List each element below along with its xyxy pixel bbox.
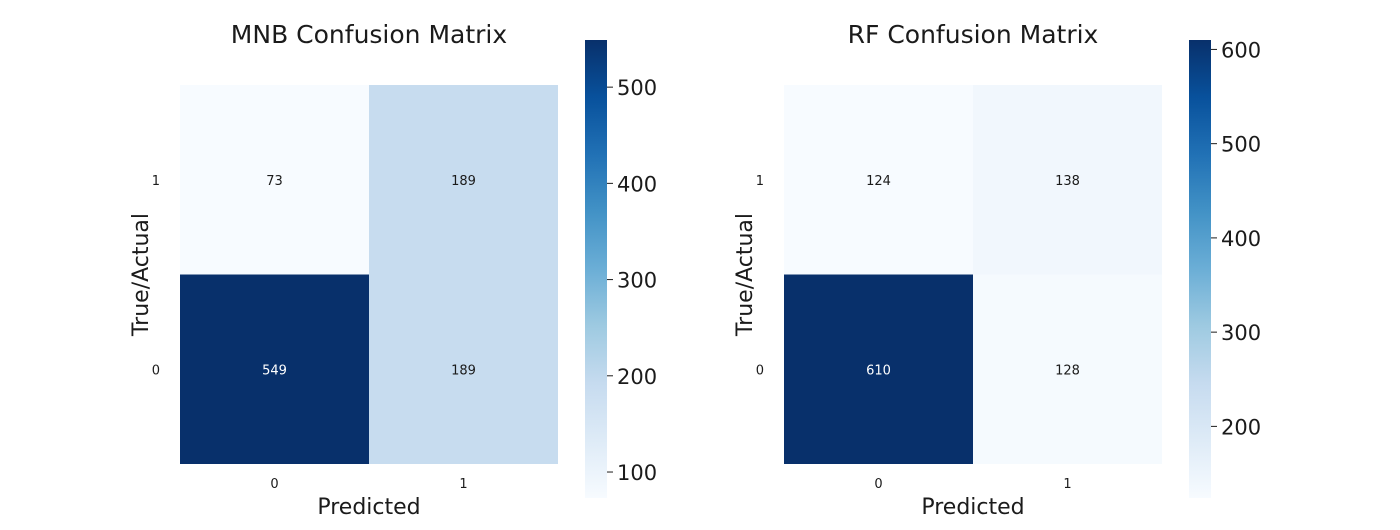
heatmap-cell <box>180 85 369 275</box>
y-axis-label: True/Actual <box>129 213 154 337</box>
colorbar-tick-label: 500 <box>1221 133 1261 157</box>
colorbar-tick-label: 200 <box>1221 415 1261 439</box>
colorbar-tick-label: 400 <box>1221 227 1261 251</box>
colorbar-tick-label: 100 <box>617 461 657 485</box>
chart-title: RF Confusion Matrix <box>848 20 1099 49</box>
heatmap-cell <box>369 85 558 275</box>
cell-value-label: 124 <box>866 174 891 189</box>
heatmap-panel-1: RF Confusion Matrix 124 138 610 128 0 1 1 0 Predi… <box>733 20 1261 520</box>
cell-value-label: 128 <box>1055 363 1080 378</box>
y-tick-label: 0 <box>152 363 160 378</box>
colorbar-tick-label: 300 <box>617 269 657 293</box>
cell-value-label: 549 <box>262 363 287 378</box>
colorbar-tick-label: 400 <box>617 172 657 196</box>
cell-value-label: 73 <box>266 174 283 189</box>
colorbar-tick-label: 300 <box>1221 321 1261 345</box>
colorbar-tick-label: 500 <box>617 76 657 100</box>
x-tick-label: 0 <box>874 477 882 492</box>
y-axis-label: True/Actual <box>733 213 758 337</box>
cell-value-label: 138 <box>1055 174 1080 189</box>
cell-value-label: 189 <box>451 174 476 189</box>
colorbar-tick-label: 200 <box>617 365 657 389</box>
heatmap-cell <box>784 274 973 464</box>
colorbar <box>1189 40 1211 498</box>
x-axis-label: Predicted <box>921 495 1024 520</box>
heatmap-cell <box>784 85 973 275</box>
y-tick-label: 1 <box>756 174 764 189</box>
colorbar-tick-label: 600 <box>1221 38 1261 62</box>
chart-title: MNB Confusion Matrix <box>231 20 507 49</box>
heatmap-cell <box>973 85 1162 275</box>
cell-value-label: 610 <box>866 363 891 378</box>
heatmap-panel-0: MNB Confusion Matrix 73 189 549 189 0 1 1 0 Predi… <box>129 20 657 520</box>
y-tick-label: 0 <box>756 363 764 378</box>
x-axis-label: Predicted <box>317 495 420 520</box>
cell-value-label: 189 <box>451 363 476 378</box>
colorbar <box>585 40 607 498</box>
x-tick-label: 1 <box>1063 477 1071 492</box>
x-tick-label: 1 <box>459 477 467 492</box>
heatmap-cell <box>180 274 369 464</box>
heatmap-cell <box>369 274 558 464</box>
heatmap-cell <box>973 274 1162 464</box>
y-tick-label: 1 <box>152 174 160 189</box>
x-tick-label: 0 <box>270 477 278 492</box>
